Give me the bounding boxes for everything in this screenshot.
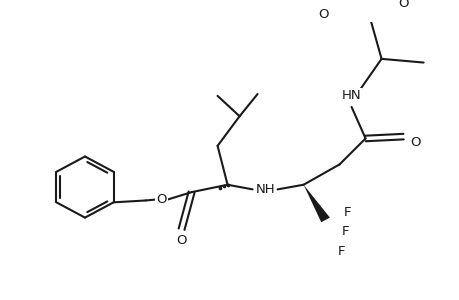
Text: O: O — [156, 193, 167, 206]
Polygon shape — [303, 185, 329, 222]
Text: F: F — [343, 206, 351, 219]
Text: O: O — [176, 234, 186, 247]
Text: F: F — [341, 224, 348, 238]
Text: NH: NH — [255, 183, 275, 196]
Text: O: O — [318, 8, 328, 21]
Text: O: O — [409, 136, 420, 149]
Text: O: O — [397, 0, 408, 10]
Text: F: F — [337, 245, 345, 258]
Text: HN: HN — [341, 89, 361, 102]
